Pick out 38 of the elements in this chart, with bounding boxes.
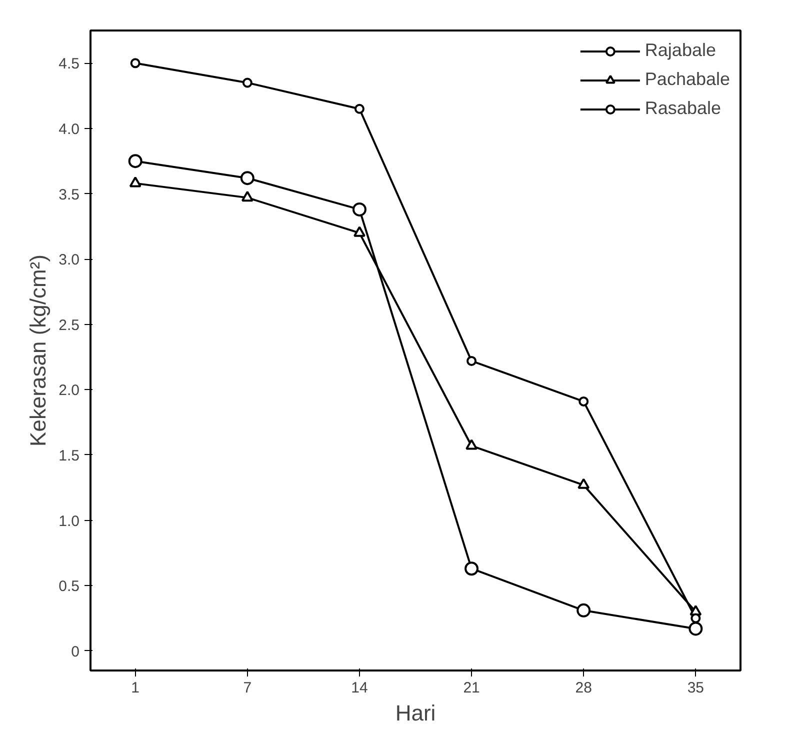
x-tick-label: 21: [463, 680, 480, 696]
legend-label: Rasabale: [644, 98, 721, 119]
point: [240, 171, 254, 186]
point: [466, 356, 477, 366]
y-axis-title: Kekerasan (kg/cm²): [26, 254, 51, 446]
point: [576, 603, 591, 618]
x-tick-label: 7: [243, 680, 252, 696]
y-tick-label: 0.5: [58, 578, 80, 596]
y-tick-label: 0: [71, 643, 80, 660]
y-tick-label: 4.0: [58, 120, 80, 138]
point: [578, 396, 589, 406]
y-tick-label: 3.5: [58, 186, 80, 204]
x-tick-label: 28: [575, 680, 592, 696]
x-tick-label: 1: [131, 680, 140, 696]
point: [353, 226, 366, 237]
y-tick-label: 1.5: [58, 447, 80, 464]
point: [352, 202, 366, 216]
x-tick-label: 14: [351, 680, 368, 696]
point: [128, 154, 142, 168]
y-tick-label: 4.5: [58, 56, 80, 73]
point: [354, 104, 364, 114]
point: [688, 622, 703, 636]
legend-label: Pachabale: [644, 69, 730, 90]
y-tick-label: 1.0: [58, 512, 80, 530]
y-tick-label: 3.0: [58, 252, 80, 269]
point: [242, 78, 252, 88]
x-tick-label: 35: [687, 680, 704, 696]
point: [464, 562, 479, 576]
y-tick-label: 2.0: [58, 382, 80, 400]
point: [129, 176, 142, 188]
y-tick-label: 2.5: [58, 316, 80, 334]
point: [466, 439, 478, 450]
point: [130, 58, 140, 68]
point: [690, 613, 701, 624]
legend-label: Rajabale: [644, 40, 716, 61]
point: [578, 478, 590, 489]
point: [241, 190, 254, 202]
x-axis-title: Hari: [395, 700, 436, 726]
